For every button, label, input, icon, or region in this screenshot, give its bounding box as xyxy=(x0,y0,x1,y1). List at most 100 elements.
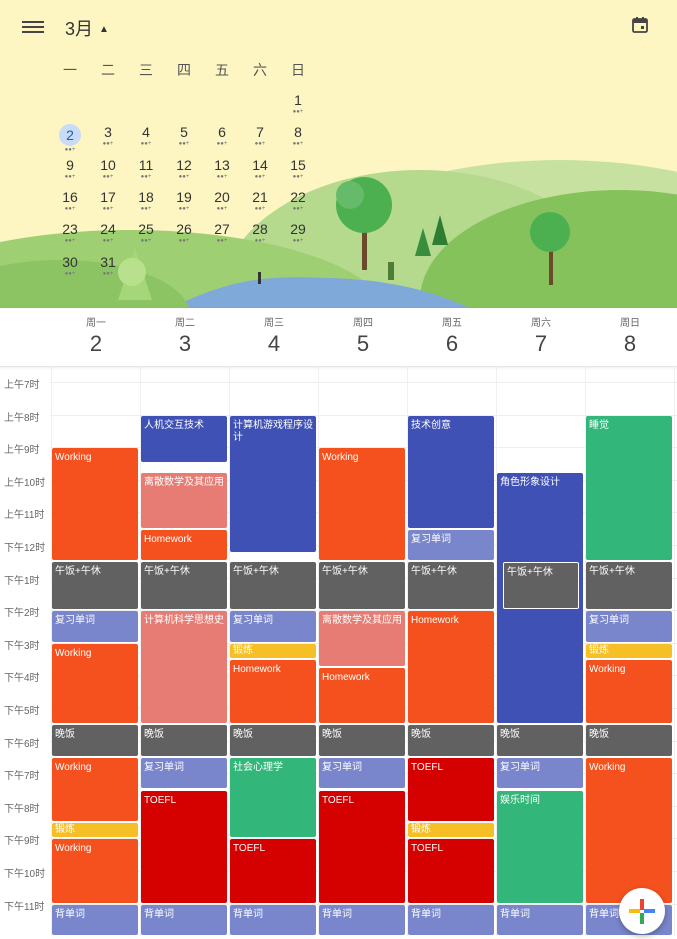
calendar-event[interactable]: 背单词 xyxy=(319,904,405,936)
calendar-event[interactable]: Working xyxy=(586,660,672,724)
month-day-cell[interactable]: 5 ●●+ xyxy=(169,124,199,147)
month-day-cell[interactable]: 19 ●●+ xyxy=(169,189,199,212)
event-dots: ●●+ xyxy=(292,206,304,212)
calendar-event[interactable]: 晚饭 xyxy=(52,725,138,756)
calendar-event[interactable]: 背单词 xyxy=(52,904,138,936)
calendar-event[interactable]: 离散数学及其应用 xyxy=(141,472,227,528)
month-day-cell[interactable]: 9 ●●+ xyxy=(55,157,85,180)
month-selector[interactable]: 3月 ▲ xyxy=(65,15,109,41)
calendar-event[interactable]: 锻炼 xyxy=(408,823,494,838)
month-day-cell[interactable]: 2 ●●+ xyxy=(55,124,85,153)
calendar-event[interactable]: Working xyxy=(52,643,138,724)
day-column-header[interactable]: 周三 4 xyxy=(230,314,318,357)
month-day-cell[interactable]: 28 ●●+ xyxy=(245,221,275,244)
calendar-event[interactable]: Working xyxy=(52,839,138,903)
menu-button[interactable] xyxy=(22,18,44,36)
month-day-cell[interactable]: 23 ●●+ xyxy=(55,221,85,244)
month-day-cell[interactable]: 22 ●●+ xyxy=(283,189,313,212)
calendar-event[interactable]: TOEFL xyxy=(141,790,227,903)
calendar-event[interactable]: 技术创意 xyxy=(408,415,494,528)
calendar-event[interactable]: 午饭+午休 xyxy=(230,562,316,610)
month-day-cell[interactable]: 12 ●●+ xyxy=(169,157,199,180)
calendar-event[interactable]: 复习单词 xyxy=(230,611,316,642)
day-column-header[interactable]: 周五 6 xyxy=(408,314,496,357)
calendar-event[interactable]: TOEFL xyxy=(408,757,494,822)
month-day-cell[interactable]: 24 ●●+ xyxy=(93,221,123,244)
calendar-event[interactable]: 复习单词 xyxy=(52,611,138,642)
month-day-cell[interactable]: 31 ●●+ xyxy=(93,254,123,277)
month-day-cell[interactable]: 7 ●●+ xyxy=(245,124,275,147)
month-day-cell[interactable]: 3 ●●+ xyxy=(93,124,123,147)
calendar-event[interactable]: 午饭+午休 xyxy=(503,562,579,610)
calendar-event[interactable]: 人机交互技术 xyxy=(141,415,227,463)
calendar-event[interactable]: 锻炼 xyxy=(230,643,316,659)
calendar-event[interactable]: 背单词 xyxy=(141,904,227,936)
calendar-event[interactable]: Homework xyxy=(319,668,405,724)
calendar-event[interactable]: Working xyxy=(319,448,405,561)
month-day-cell[interactable]: 21 ●●+ xyxy=(245,189,275,212)
calendar-event[interactable]: 离散数学及其应用 xyxy=(319,611,405,667)
month-day-cell[interactable]: 15 ●●+ xyxy=(283,157,313,180)
create-event-button[interactable] xyxy=(619,888,665,934)
calendar-event[interactable]: 午饭+午休 xyxy=(408,562,494,610)
month-day-cell[interactable]: 11 ●●+ xyxy=(131,157,161,180)
calendar-event[interactable]: Working xyxy=(586,757,672,903)
calendar-event[interactable]: TOEFL xyxy=(230,839,316,903)
day-column-header[interactable]: 周六 7 xyxy=(497,314,585,357)
calendar-event[interactable]: 复习单词 xyxy=(141,757,227,789)
calendar-event[interactable]: 计算机游戏程序设计 xyxy=(230,415,316,553)
month-day-cell[interactable]: 30 ●●+ xyxy=(55,254,85,277)
calendar-event[interactable]: TOEFL xyxy=(319,790,405,903)
calendar-event[interactable]: 锻炼 xyxy=(586,643,672,659)
calendar-event[interactable]: 背单词 xyxy=(497,904,583,936)
calendar-event[interactable]: 晚饭 xyxy=(141,725,227,756)
calendar-event[interactable]: 晚饭 xyxy=(230,725,316,756)
calendar-event[interactable]: 娱乐时间 xyxy=(497,790,583,903)
calendar-event[interactable]: 计算机科学思想史 xyxy=(141,611,227,724)
day-column-header[interactable]: 周二 3 xyxy=(141,314,229,357)
day-column-header[interactable]: 周一 2 xyxy=(52,314,140,357)
month-day-cell[interactable]: 17 ●●+ xyxy=(93,189,123,212)
calendar-event[interactable]: 午饭+午休 xyxy=(586,562,672,610)
calendar-event[interactable]: 午饭+午休 xyxy=(319,562,405,610)
calendar-event[interactable]: 复习单词 xyxy=(408,529,494,561)
month-day-cell[interactable]: 25 ●●+ xyxy=(131,221,161,244)
month-day-cell[interactable]: 6 ●●+ xyxy=(207,124,237,147)
month-day-cell[interactable]: 20 ●●+ xyxy=(207,189,237,212)
day-column-header[interactable]: 周四 5 xyxy=(319,314,407,357)
calendar-event[interactable]: 复习单词 xyxy=(497,757,583,789)
calendar-event[interactable]: 背单词 xyxy=(230,904,316,936)
calendar-event[interactable]: 晚饭 xyxy=(497,725,583,756)
day-column-header[interactable]: 周日 8 xyxy=(586,314,674,357)
calendar-event[interactable]: 背单词 xyxy=(408,904,494,936)
calendar-event[interactable]: Homework xyxy=(141,529,227,561)
calendar-event[interactable]: 复习单词 xyxy=(586,611,672,642)
month-day-cell[interactable]: 26 ●●+ xyxy=(169,221,199,244)
calendar-event[interactable]: 锻炼 xyxy=(52,823,138,838)
month-day-cell[interactable]: 18 ●●+ xyxy=(131,189,161,212)
calendar-today-icon[interactable] xyxy=(631,16,649,34)
calendar-event[interactable]: 晚饭 xyxy=(586,725,672,756)
day-divider xyxy=(318,366,319,936)
calendar-event[interactable]: 晚饭 xyxy=(408,725,494,756)
calendar-event[interactable]: Homework xyxy=(408,611,494,724)
calendar-event[interactable]: 社会心理学 xyxy=(230,757,316,838)
month-day-cell[interactable]: 14 ●●+ xyxy=(245,157,275,180)
month-day-cell[interactable]: 13 ●●+ xyxy=(207,157,237,180)
month-day-cell[interactable]: 4 ●●+ xyxy=(131,124,161,147)
calendar-event[interactable]: 睡觉 xyxy=(586,415,672,561)
calendar-event[interactable]: Homework xyxy=(230,660,316,724)
month-day-cell[interactable]: 16 ●●+ xyxy=(55,189,85,212)
calendar-event[interactable]: 晚饭 xyxy=(319,725,405,756)
calendar-event[interactable]: 午饭+午休 xyxy=(141,562,227,610)
month-day-cell[interactable]: 29 ●●+ xyxy=(283,221,313,244)
calendar-event[interactable]: 复习单词 xyxy=(319,757,405,789)
calendar-event[interactable]: TOEFL xyxy=(408,839,494,903)
month-day-cell[interactable]: 1 ●●+ xyxy=(283,92,313,115)
month-day-cell[interactable]: 27 ●●+ xyxy=(207,221,237,244)
month-day-cell[interactable]: 8 ●●+ xyxy=(283,124,313,147)
calendar-event[interactable]: Working xyxy=(52,757,138,822)
calendar-event[interactable]: Working xyxy=(52,448,138,561)
month-day-cell[interactable]: 10 ●●+ xyxy=(93,157,123,180)
calendar-event[interactable]: 午饭+午休 xyxy=(52,562,138,610)
